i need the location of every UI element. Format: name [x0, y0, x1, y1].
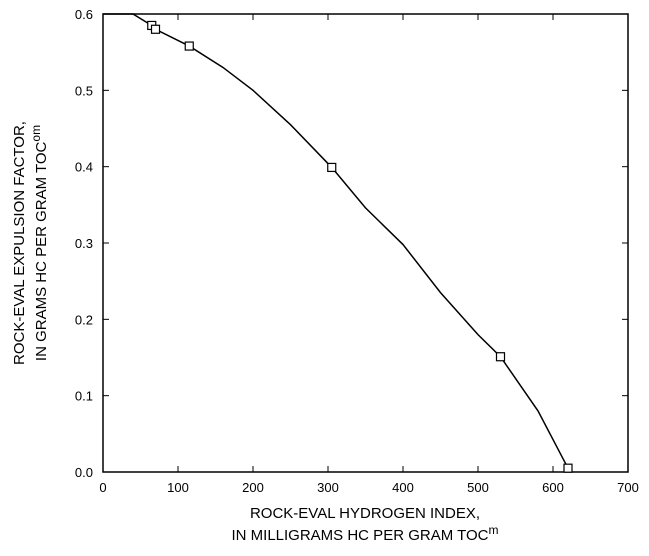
- y-axis-title-line1: ROCK-EVAL EXPULSION FACTOR,: [11, 121, 28, 365]
- x-tick-label: 300: [317, 480, 339, 495]
- x-ticks: 0 100 200 300 400 500 600 700: [99, 14, 639, 495]
- y-axis-title-line2: IN GRAMS HC PER GRAM TOCom: [29, 125, 50, 361]
- data-point-square: [150, 24, 161, 34]
- y-tick-label: 0.4: [75, 160, 93, 175]
- y-tick-label: 0.5: [75, 83, 93, 98]
- y-tick-label: 0.2: [75, 312, 93, 327]
- fit-curve: [103, 13, 569, 469]
- x-axis-title-line2: IN MILLIGRAMS HC PER GRAM TOCm: [232, 523, 499, 544]
- y-axis-title-superscript: om: [29, 125, 43, 142]
- x-axis-title-line1: ROCK-EVAL HYDROGEN INDEX,: [250, 505, 480, 522]
- x-tick-label: 100: [167, 480, 189, 495]
- y-tick-label: 0.0: [75, 465, 93, 480]
- data-point-square: [563, 463, 573, 473]
- x-axis-title-line2-text: IN MILLIGRAMS HC PER GRAM TOC: [232, 527, 489, 544]
- x-tick-label: 700: [617, 480, 639, 495]
- plot-frame: [102, 13, 629, 473]
- x-tick-label: 0: [99, 480, 106, 495]
- y-axis-title-line2-text: IN GRAMS HC PER GRAM TOC: [33, 141, 50, 361]
- x-axis-title-superscript: m: [489, 523, 499, 537]
- data-point-square: [184, 41, 194, 51]
- y-tick-label: 0.6: [75, 7, 93, 22]
- x-tick-label: 500: [467, 480, 489, 495]
- x-tick-label: 600: [542, 480, 564, 495]
- y-tick-label: 0.1: [75, 389, 93, 404]
- data-point-square: [327, 162, 337, 173]
- data-points: [147, 20, 573, 473]
- y-ticks: 0.0 0.1 0.2 0.3 0.4 0.5 0.6: [75, 7, 628, 480]
- data-point-square: [495, 352, 506, 362]
- x-tick-label: 200: [242, 480, 264, 495]
- x-tick-label: 400: [392, 480, 414, 495]
- y-tick-label: 0.3: [75, 236, 93, 251]
